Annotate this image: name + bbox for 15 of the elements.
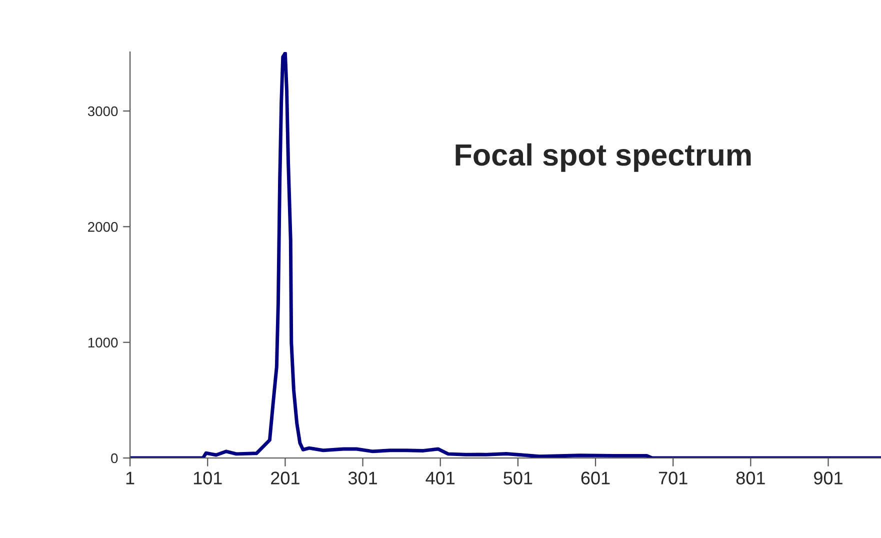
x-tick-label: 901 [814, 472, 842, 484]
x-tick-label: 801 [736, 472, 765, 484]
y-tick-label: 0 [111, 453, 118, 464]
x-tick-label: 101 [194, 472, 222, 484]
x-tick-label: 701 [658, 472, 688, 484]
text: Focal spot spectrum [456, 143, 751, 172]
y-tick-label: 3000 [88, 106, 118, 116]
x-tick-label: 201 [271, 472, 300, 484]
x-tick-label: 601 [581, 472, 610, 484]
y-tick-label: 2000 [88, 222, 118, 232]
x-tick-label: 401 [426, 472, 455, 484]
x-tick-label: 1 [126, 472, 134, 484]
x-tick-label: 501 [504, 472, 532, 484]
x-tick-label: 301 [348, 472, 377, 484]
y-tick-label: 1000 [88, 338, 118, 348]
